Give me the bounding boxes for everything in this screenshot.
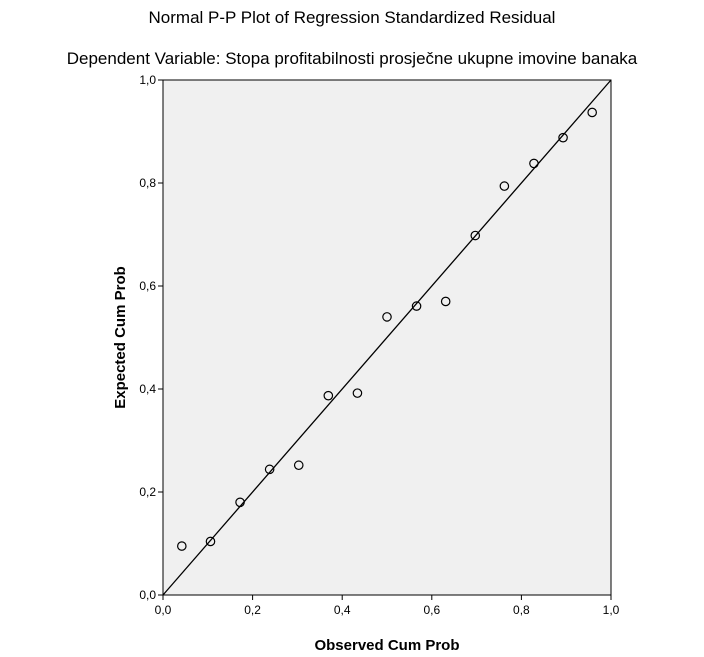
data-point xyxy=(352,388,363,398)
y-tick-label: 0,2 xyxy=(139,485,156,499)
data-points xyxy=(177,107,597,551)
data-point xyxy=(264,464,275,475)
data-point xyxy=(587,107,597,118)
y-axis-label: Expected Cum Prob xyxy=(112,266,129,409)
x-tick-label: 0,2 xyxy=(244,603,261,617)
y-tick-label: 0,6 xyxy=(139,279,156,293)
data-point xyxy=(558,132,568,143)
data-point xyxy=(235,497,245,508)
x-axis-label: Observed Cum Prob xyxy=(314,637,459,654)
y-tick-label: 1,0 xyxy=(139,73,156,87)
data-point xyxy=(529,158,539,169)
x-tick-label: 1,0 xyxy=(603,603,620,617)
axis-ticks: 0,0 0,2 0,4 0,6 0,8 1,0 0,0 0,2 0,4 0,6 0,8 1,0 xyxy=(139,73,619,617)
data-point xyxy=(323,390,334,401)
data-point xyxy=(205,536,216,547)
chart-subtitle: Dependent Variable: Stopa profitabilnost… xyxy=(66,49,638,68)
data-point xyxy=(293,460,304,471)
y-tick-label: 0,4 xyxy=(139,382,156,396)
data-point xyxy=(470,230,481,241)
x-tick-label: 0,0 xyxy=(155,603,172,617)
reference-line xyxy=(162,79,612,596)
data-point xyxy=(177,541,187,551)
data-point xyxy=(382,312,392,322)
data-point xyxy=(499,181,510,191)
y-tick-label: 0,8 xyxy=(139,176,156,190)
data-point xyxy=(440,296,451,307)
x-tick-label: 0,8 xyxy=(513,603,530,617)
y-tick-label: 0,0 xyxy=(139,588,156,602)
x-tick-label: 0,4 xyxy=(334,603,351,617)
chart-title: Normal P-P Plot of Regression Standardiz… xyxy=(148,8,556,27)
x-tick-label: 0,6 xyxy=(423,603,440,617)
data-point xyxy=(411,301,422,311)
